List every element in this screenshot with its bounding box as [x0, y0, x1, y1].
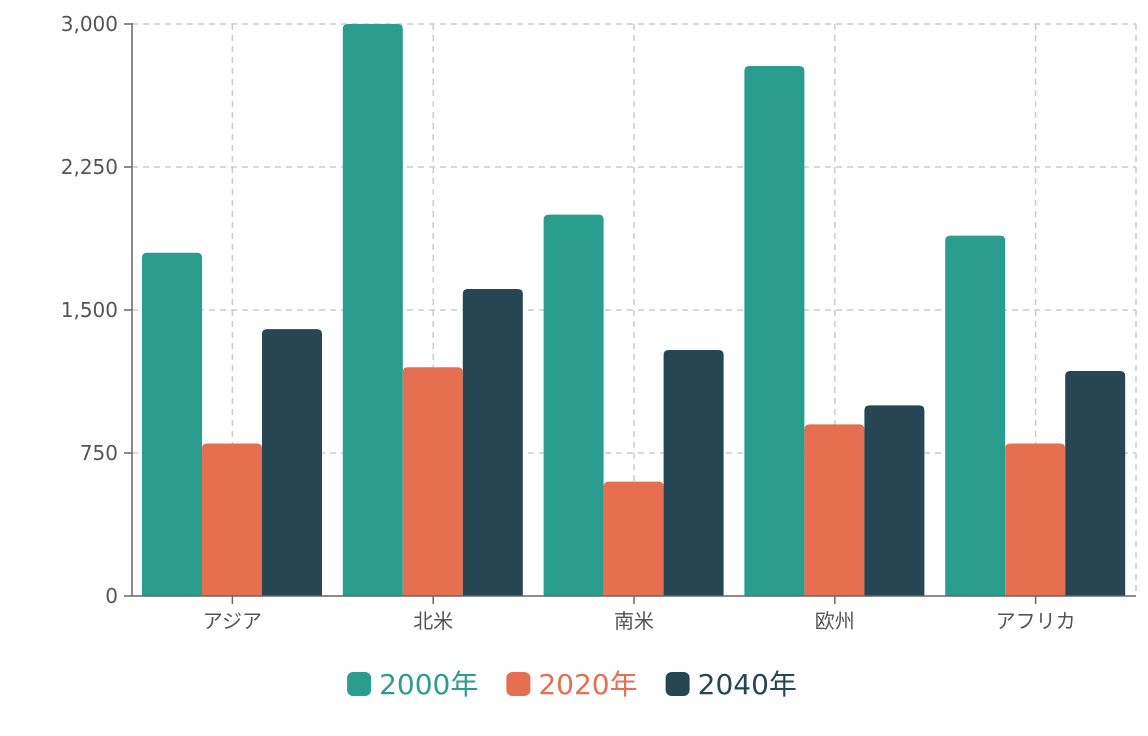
- legend-item-3[interactable]: 2040年: [665, 668, 797, 701]
- bar-1-2[interactable]: [342, 24, 403, 596]
- x-tick-label: アフリカ: [996, 609, 1076, 633]
- bar-2-5[interactable]: [1005, 443, 1066, 596]
- y-tick-label: 3,000: [61, 12, 118, 36]
- x-axis-ticks: アジア 北米 南米 欧州 アフリカ: [203, 596, 1076, 633]
- bar-2-3[interactable]: [603, 481, 664, 596]
- legend-label: 2040年: [698, 668, 797, 701]
- bar-2-2[interactable]: [402, 367, 463, 596]
- bar-3-3[interactable]: [663, 350, 724, 596]
- bar-1-5[interactable]: [945, 235, 1006, 596]
- bar-2-1[interactable]: [202, 443, 262, 596]
- bar-3-4[interactable]: [864, 405, 925, 596]
- bar-1-4[interactable]: [744, 65, 805, 597]
- y-tick-label: 2,250: [61, 155, 118, 179]
- bar-1-1[interactable]: [142, 252, 202, 597]
- bar-3-1[interactable]: [262, 329, 322, 596]
- x-tick-label: アジア: [203, 609, 262, 633]
- legend-swatch: [665, 672, 690, 696]
- legend: 2000年 2020年 2040年: [347, 668, 797, 701]
- x-tick-label: 北米: [413, 609, 453, 633]
- legend-item-2[interactable]: 2020年: [506, 668, 638, 701]
- bar-3-2[interactable]: [462, 289, 523, 596]
- bar-3-5[interactable]: [1065, 371, 1126, 596]
- y-tick-label: 0: [105, 584, 118, 608]
- legend-label: 2000年: [379, 668, 478, 701]
- legend-item-1[interactable]: 2000年: [347, 668, 478, 701]
- bar-2-4[interactable]: [804, 424, 865, 596]
- y-axis-ticks: 0 750 1,500 2,250 3,000: [61, 12, 132, 608]
- legend-swatch: [347, 672, 372, 696]
- bars: [142, 24, 1126, 597]
- x-tick-label: 南米: [614, 609, 654, 633]
- y-tick-label: 1,500: [61, 298, 118, 322]
- legend-swatch: [506, 672, 531, 696]
- y-tick-label: 750: [80, 441, 118, 465]
- x-tick-label: 欧州: [815, 609, 855, 633]
- legend-label: 2020年: [538, 668, 637, 701]
- bar-1-3[interactable]: [543, 214, 604, 596]
